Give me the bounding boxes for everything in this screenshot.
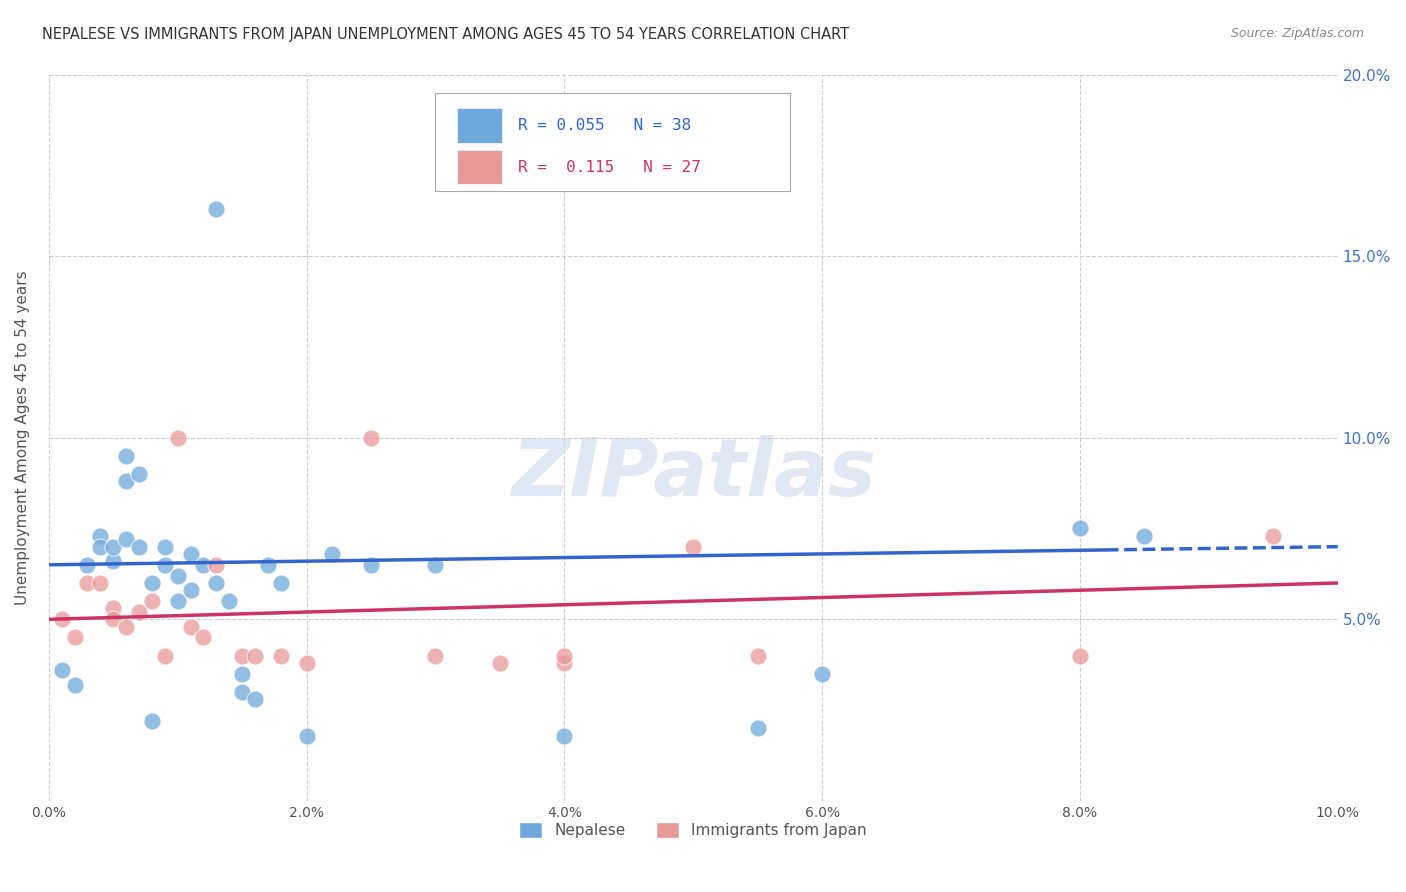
Nepalese bbox=[51, 663, 73, 677]
Nepalese bbox=[103, 540, 125, 554]
Immigrants from Japan bbox=[89, 576, 111, 591]
Immigrants from Japan bbox=[553, 648, 575, 663]
Nepalese bbox=[115, 533, 138, 547]
Immigrants from Japan bbox=[115, 619, 138, 633]
Immigrants from Japan bbox=[103, 612, 125, 626]
Text: Source: ZipAtlas.com: Source: ZipAtlas.com bbox=[1230, 27, 1364, 40]
Nepalese bbox=[811, 666, 834, 681]
Immigrants from Japan bbox=[180, 619, 202, 633]
Immigrants from Japan bbox=[153, 648, 176, 663]
Nepalese bbox=[141, 576, 163, 591]
Nepalese bbox=[63, 678, 86, 692]
Bar bbox=[457, 108, 502, 143]
Immigrants from Japan bbox=[51, 612, 73, 626]
Nepalese bbox=[270, 576, 292, 591]
Nepalese bbox=[205, 202, 228, 216]
Y-axis label: Unemployment Among Ages 45 to 54 years: Unemployment Among Ages 45 to 54 years bbox=[15, 270, 30, 605]
Nepalese bbox=[89, 540, 111, 554]
FancyBboxPatch shape bbox=[436, 93, 790, 191]
Nepalese bbox=[360, 558, 382, 572]
Immigrants from Japan bbox=[128, 605, 150, 619]
Immigrants from Japan bbox=[360, 431, 382, 445]
Nepalese bbox=[166, 594, 188, 608]
Immigrants from Japan bbox=[1069, 648, 1091, 663]
Nepalese bbox=[180, 547, 202, 561]
Immigrants from Japan bbox=[193, 631, 215, 645]
Immigrants from Japan bbox=[1263, 529, 1285, 543]
Nepalese bbox=[166, 568, 188, 582]
Nepalese bbox=[553, 729, 575, 743]
Nepalese bbox=[128, 540, 150, 554]
Immigrants from Japan bbox=[553, 656, 575, 670]
Immigrants from Japan bbox=[270, 648, 292, 663]
Immigrants from Japan bbox=[425, 648, 447, 663]
Nepalese bbox=[128, 467, 150, 481]
Nepalese bbox=[231, 685, 253, 699]
Bar bbox=[457, 150, 502, 185]
Nepalese bbox=[243, 692, 266, 706]
Nepalese bbox=[89, 529, 111, 543]
Nepalese bbox=[1133, 529, 1156, 543]
Immigrants from Japan bbox=[141, 594, 163, 608]
Immigrants from Japan bbox=[489, 656, 512, 670]
Nepalese bbox=[153, 540, 176, 554]
Nepalese bbox=[153, 558, 176, 572]
Nepalese bbox=[257, 558, 280, 572]
Nepalese bbox=[193, 558, 215, 572]
Nepalese bbox=[231, 666, 253, 681]
Nepalese bbox=[115, 449, 138, 463]
Nepalese bbox=[76, 558, 98, 572]
Nepalese bbox=[747, 721, 769, 735]
Immigrants from Japan bbox=[205, 558, 228, 572]
Nepalese bbox=[218, 594, 240, 608]
Immigrants from Japan bbox=[295, 656, 318, 670]
Immigrants from Japan bbox=[63, 631, 86, 645]
Text: R = 0.055   N = 38: R = 0.055 N = 38 bbox=[517, 118, 692, 133]
Immigrants from Japan bbox=[243, 648, 266, 663]
Immigrants from Japan bbox=[231, 648, 253, 663]
Immigrants from Japan bbox=[103, 601, 125, 615]
Text: ZIPatlas: ZIPatlas bbox=[510, 435, 876, 513]
Nepalese bbox=[295, 729, 318, 743]
Immigrants from Japan bbox=[166, 431, 188, 445]
Nepalese bbox=[425, 558, 447, 572]
Legend: Nepalese, Immigrants from Japan: Nepalese, Immigrants from Japan bbox=[513, 816, 873, 844]
Nepalese bbox=[141, 714, 163, 728]
Nepalese bbox=[205, 576, 228, 591]
Text: NEPALESE VS IMMIGRANTS FROM JAPAN UNEMPLOYMENT AMONG AGES 45 TO 54 YEARS CORRELA: NEPALESE VS IMMIGRANTS FROM JAPAN UNEMPL… bbox=[42, 27, 849, 42]
Text: R =  0.115   N = 27: R = 0.115 N = 27 bbox=[517, 160, 700, 175]
Immigrants from Japan bbox=[682, 540, 704, 554]
Nepalese bbox=[321, 547, 343, 561]
Nepalese bbox=[103, 554, 125, 568]
Immigrants from Japan bbox=[747, 648, 769, 663]
Nepalese bbox=[115, 475, 138, 489]
Nepalese bbox=[1069, 521, 1091, 535]
Immigrants from Japan bbox=[76, 576, 98, 591]
Nepalese bbox=[180, 583, 202, 598]
